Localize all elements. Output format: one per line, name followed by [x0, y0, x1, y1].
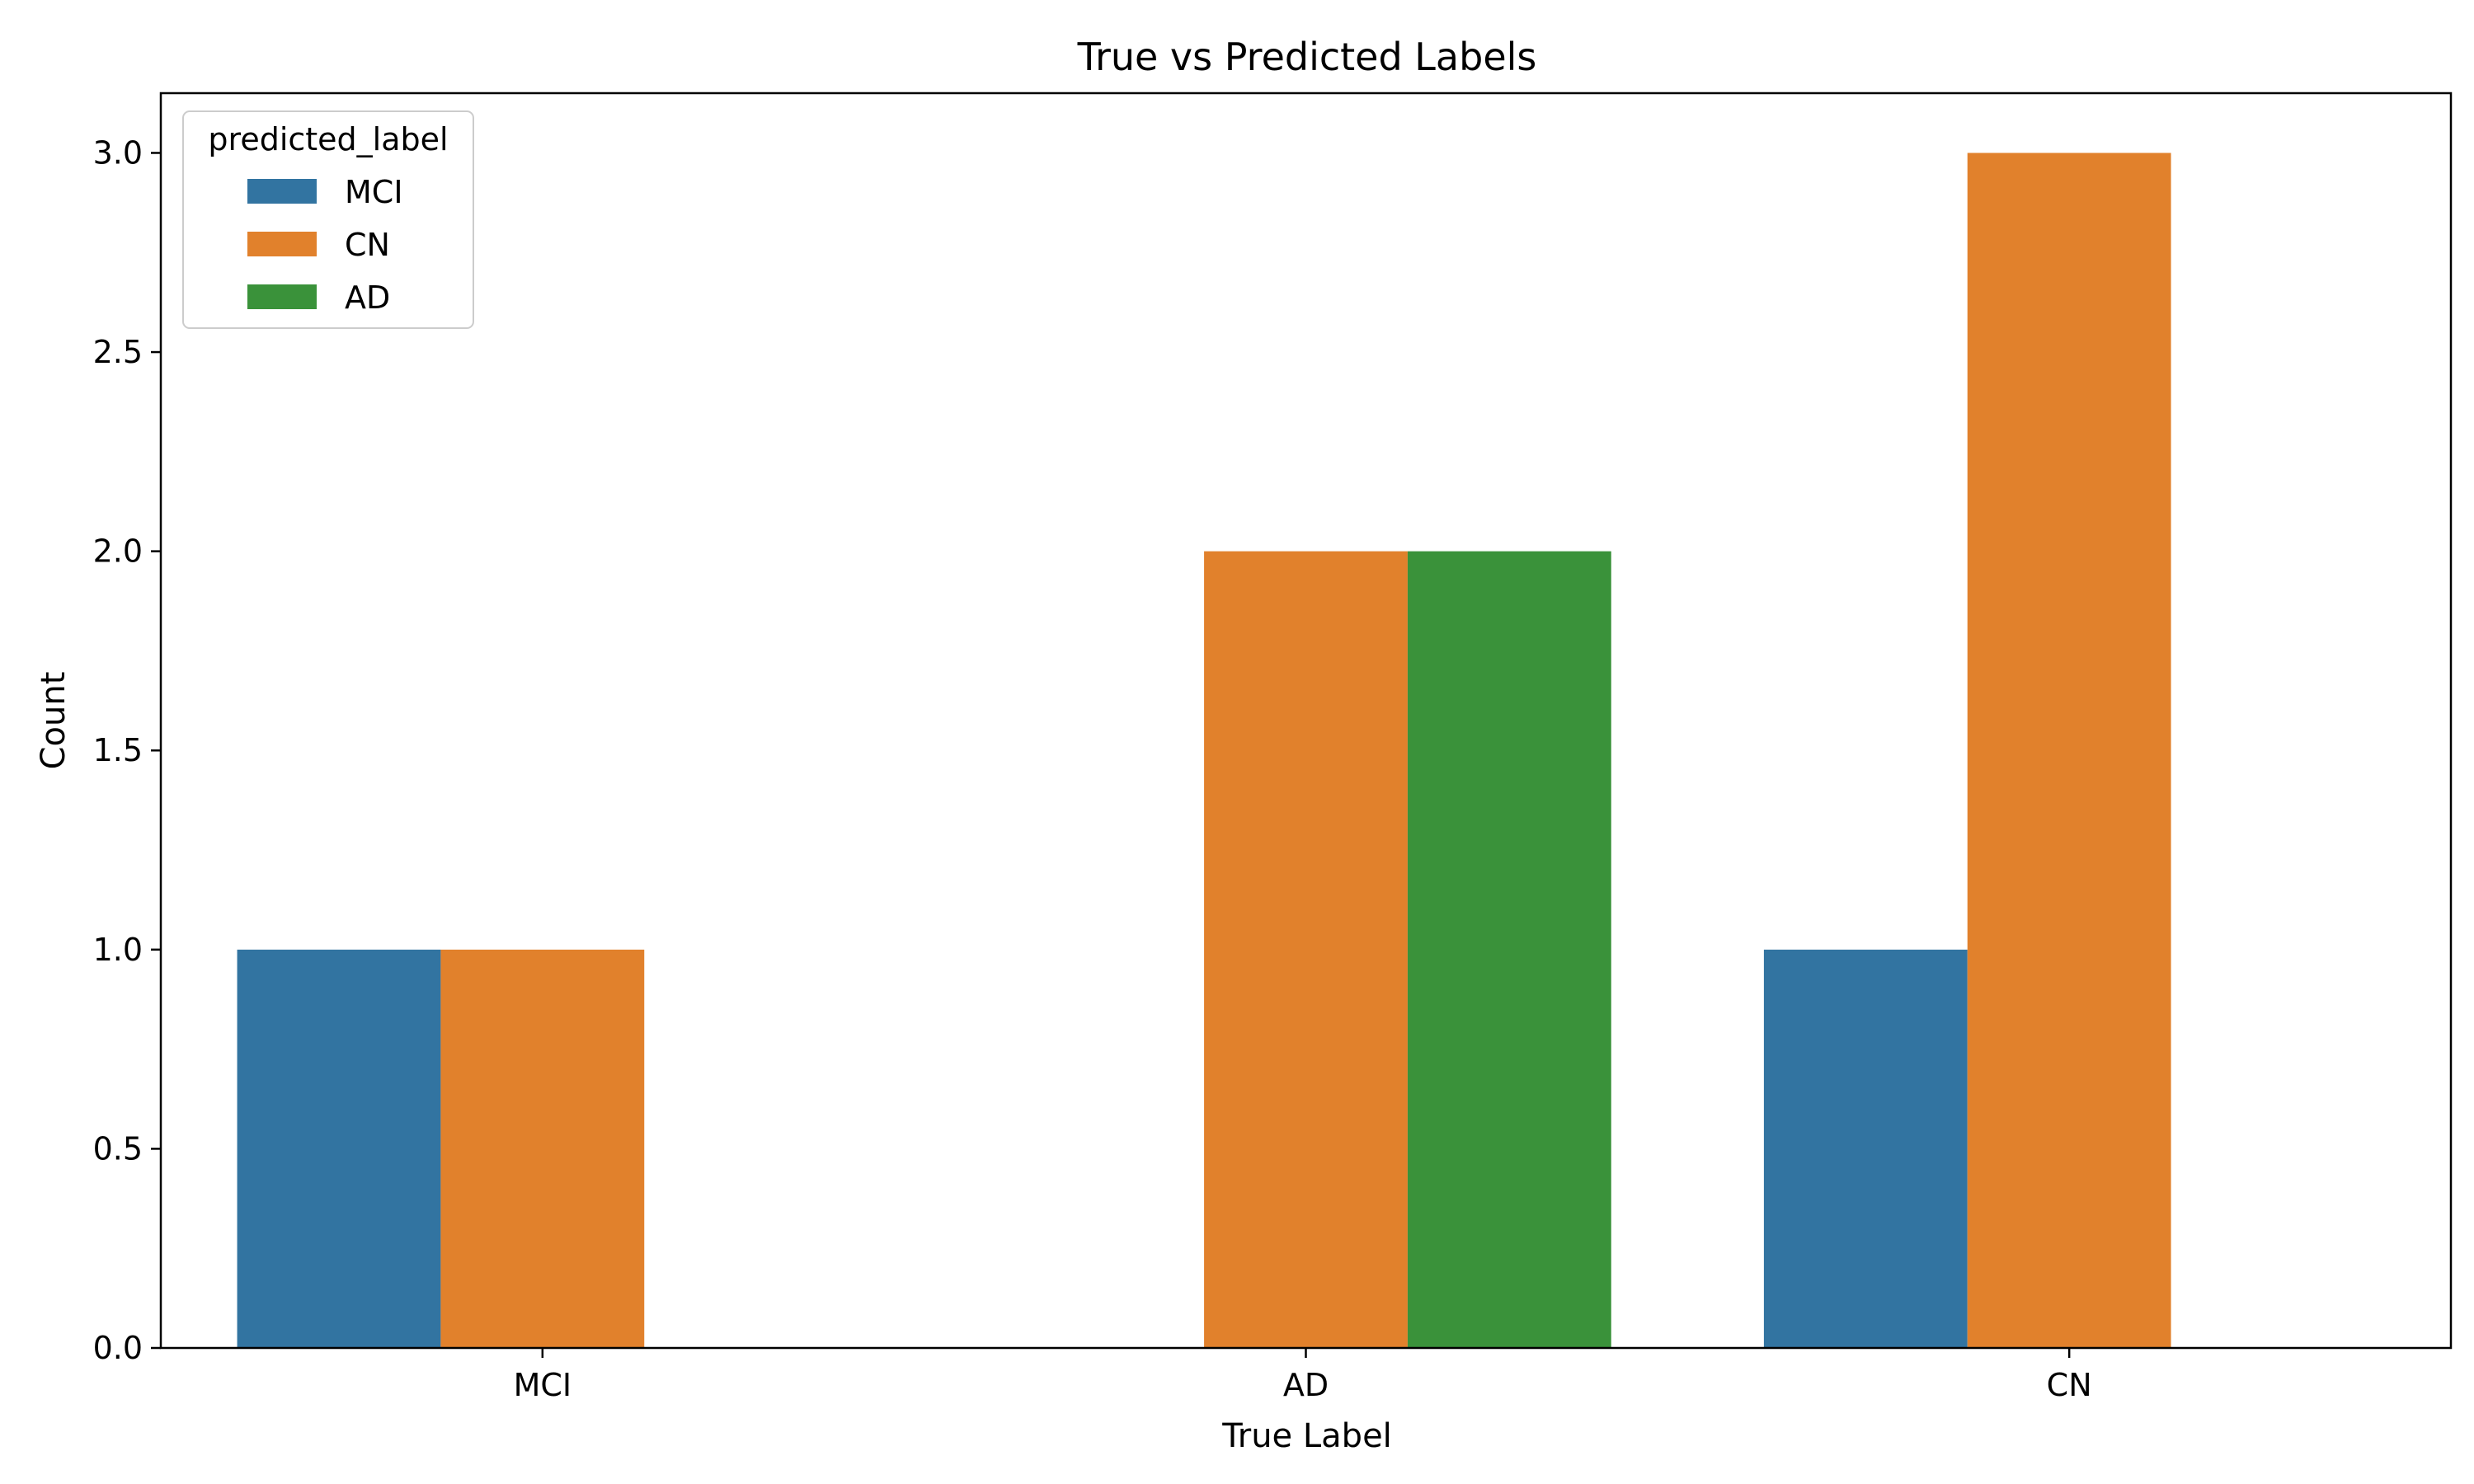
y-tick-label: 2.0: [93, 533, 143, 570]
legend-title: predicted_label: [208, 121, 448, 157]
legend-swatch-mci: [247, 179, 317, 204]
legend-swatch-cn: [247, 232, 317, 256]
x-tick-label-cn: CN: [2047, 1367, 2092, 1403]
y-axis-label: Count: [35, 672, 73, 770]
legend-label-mci: MCI: [345, 174, 403, 210]
y-tick-label: 1.0: [93, 932, 143, 968]
bar-mci-mci: [237, 949, 441, 1348]
bar-mci-cn: [440, 949, 645, 1348]
chart-title: True vs Predicted Labels: [1077, 35, 1537, 79]
bar-cn-cn: [1967, 153, 2171, 1349]
y-tick-label: 0.0: [93, 1330, 143, 1366]
bar-ad-cn: [1204, 551, 1408, 1348]
y-tick-label: 2.5: [93, 334, 143, 370]
x-tick-label-ad: AD: [1283, 1367, 1329, 1403]
y-tick-label: 1.5: [93, 732, 143, 768]
y-axis-ticks: 0.0 0.5 1.0 1.5 2.0 2.5 3.0: [93, 134, 161, 1366]
x-axis-label: True Label: [1221, 1417, 1392, 1455]
legend-swatch-ad: [247, 284, 317, 309]
bar-ad-ad: [1407, 551, 1611, 1348]
legend-label-cn: CN: [345, 227, 390, 263]
x-axis-ticks: MCI AD CN: [514, 1348, 2092, 1403]
bars-group: [237, 153, 2171, 1349]
x-tick-label-mci: MCI: [514, 1367, 572, 1403]
legend-label-ad: AD: [345, 279, 390, 316]
y-tick-label: 0.5: [93, 1130, 143, 1167]
legend: predicted_label MCI CN AD: [182, 110, 474, 329]
legend-entries: MCI CN AD: [247, 174, 403, 316]
y-tick-label: 3.0: [93, 134, 143, 171]
bar-cn-mci: [1763, 949, 1968, 1348]
legend-box: [182, 110, 474, 329]
plot-frame: [159, 92, 2453, 1350]
